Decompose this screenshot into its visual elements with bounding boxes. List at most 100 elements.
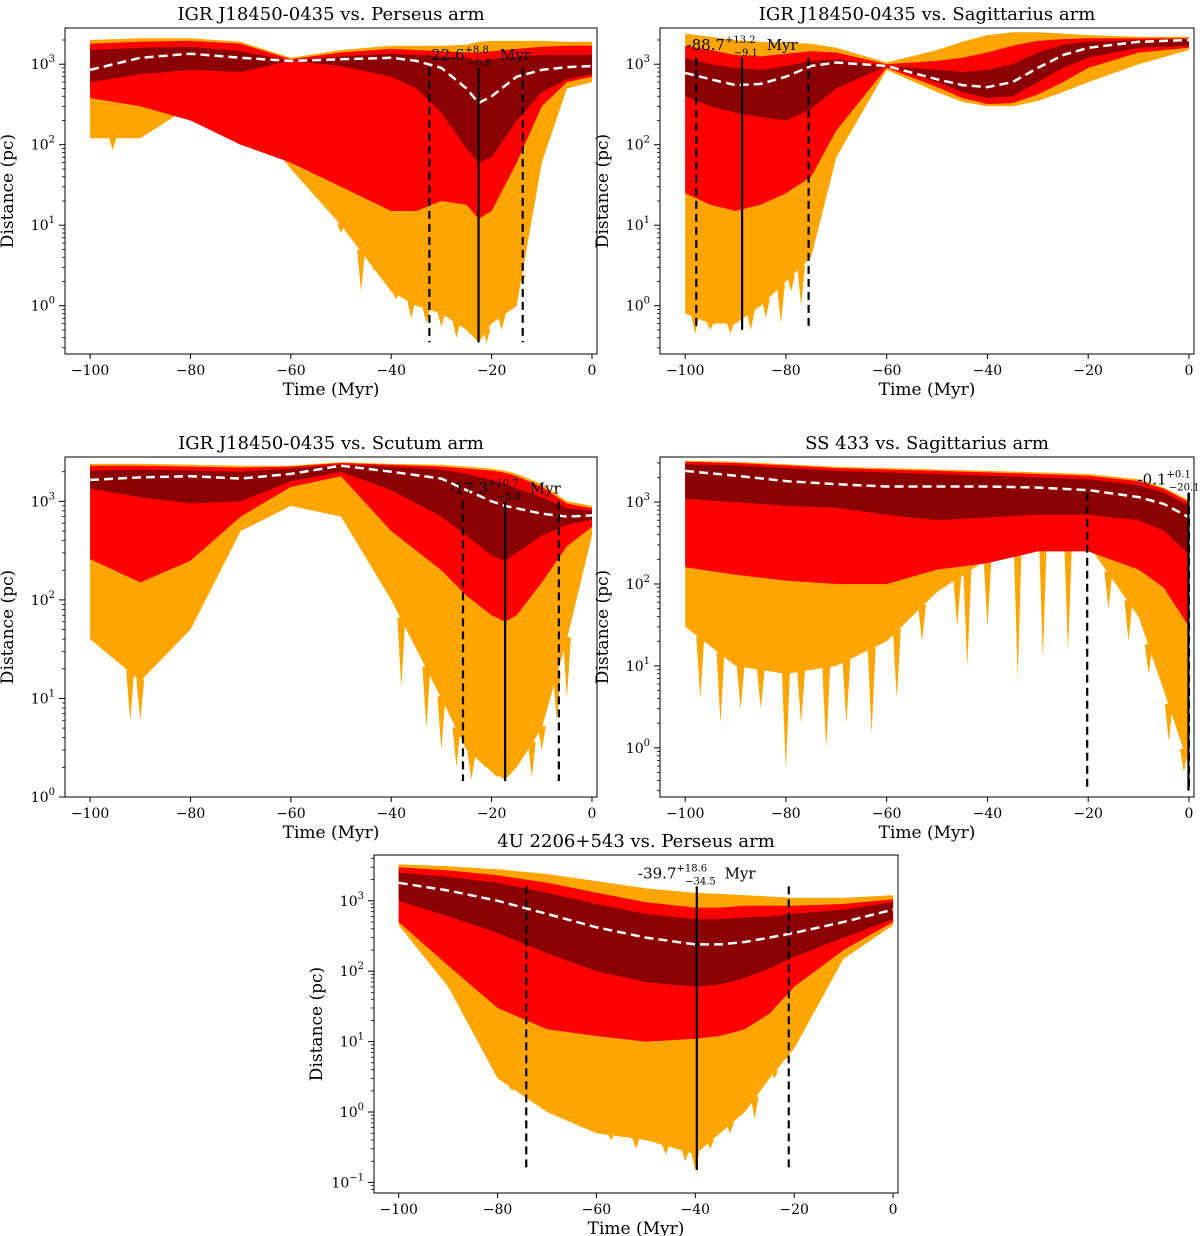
x-tick-label: −100 xyxy=(666,806,704,822)
band-spike xyxy=(452,321,461,338)
x-tick-label: −80 xyxy=(771,363,801,379)
band-spike xyxy=(706,1139,715,1149)
band-spike xyxy=(577,1124,586,1128)
closest-time-annotation: -17.3+10.7 −8.4 Myr xyxy=(450,478,562,502)
band-spike xyxy=(552,1112,561,1115)
plot-area xyxy=(89,38,593,343)
panel-igr-scutum: −100 −80 −60 −40 −20 0 100 101 102 103 IGR J18450-… xyxy=(0,433,598,843)
band-spike xyxy=(607,1133,616,1140)
band-spike xyxy=(691,1152,700,1170)
band-spike xyxy=(842,659,851,724)
x-tick-label: 0 xyxy=(1185,363,1194,379)
y-tick-label: 100 xyxy=(31,296,55,315)
x-tick-label: −100 xyxy=(71,363,109,379)
panel-igr-sagittarius: −100 −80 −60 −40 −20 0 100 101 102 103 IGR J18450-… xyxy=(593,4,1195,400)
y-tick-label: 102 xyxy=(31,135,55,154)
band-spike xyxy=(918,604,926,642)
band-spike xyxy=(126,670,135,721)
chart-title: 4U 2206+543 vs. Perseus arm xyxy=(497,831,775,852)
band-spike xyxy=(706,321,715,330)
band-spike xyxy=(507,307,516,310)
band-spike xyxy=(397,617,406,688)
band-spike xyxy=(797,669,806,724)
closest-time-annotation: -22.6+8.8 −9.8 Myr xyxy=(426,45,532,69)
median-line xyxy=(685,469,1190,519)
median-line xyxy=(684,38,1190,89)
band-spike xyxy=(422,666,431,729)
band-spike xyxy=(508,1086,517,1091)
y-tick-label: 102 xyxy=(626,135,650,154)
band-spike xyxy=(780,1048,789,1059)
band-spike xyxy=(562,637,571,699)
band-spike xyxy=(437,311,446,327)
band-spike xyxy=(716,321,725,324)
band-spike xyxy=(770,1070,779,1079)
y-tick-label: 100 xyxy=(626,738,650,757)
band-spike xyxy=(892,629,901,699)
median-line xyxy=(89,52,593,105)
y-tick-label: 103 xyxy=(31,54,55,73)
band-spike xyxy=(372,257,381,270)
chart-title: IGR J18450-0435 vs. Sagittarius arm xyxy=(759,4,1096,25)
band-spike xyxy=(1124,600,1133,642)
x-tick-label: −20 xyxy=(1073,363,1103,379)
band-spike xyxy=(357,249,366,292)
x-tick-label: −40 xyxy=(973,363,1003,379)
x-tick-label: −40 xyxy=(376,363,406,379)
plot-area xyxy=(685,460,1191,791)
x-tick-label: −20 xyxy=(779,1202,809,1218)
band-spike xyxy=(1144,644,1153,674)
band-spike xyxy=(725,1122,734,1134)
band-spike xyxy=(497,314,506,330)
x-tick-label: −60 xyxy=(276,806,306,822)
band-spike xyxy=(736,664,745,709)
x-tick-label: −40 xyxy=(376,806,406,822)
band-spike xyxy=(1064,538,1073,652)
y-tick-label: 10−1 xyxy=(331,1172,364,1191)
band-spike xyxy=(963,570,972,666)
band-spike xyxy=(953,576,962,627)
x-tick-label: −80 xyxy=(771,806,801,822)
band-spike xyxy=(527,741,536,777)
y-axis-label: Distance (pc) xyxy=(0,134,18,248)
band-spike xyxy=(696,636,705,699)
band-spike xyxy=(983,557,992,627)
band-spike xyxy=(1164,703,1173,742)
plot-frame xyxy=(64,456,598,798)
median-line xyxy=(398,881,894,946)
y-tick-label: 101 xyxy=(626,215,650,234)
band-spike xyxy=(392,292,401,300)
x-tick-label: 0 xyxy=(588,363,597,379)
y-tick-label: 103 xyxy=(340,891,364,910)
band-spike xyxy=(422,306,431,324)
chart-title: IGR J18450-0435 vs. Perseus arm xyxy=(177,4,484,25)
x-axis-label: Time (Myr) xyxy=(879,823,976,843)
x-tick-label: −40 xyxy=(681,1202,711,1218)
band-spike xyxy=(108,136,117,151)
y-tick-label: 102 xyxy=(31,590,55,609)
band-spike xyxy=(437,696,446,750)
plot-area xyxy=(684,32,1190,334)
x-tick-label: −60 xyxy=(872,806,902,822)
x-tick-label: −60 xyxy=(276,363,306,379)
band-spike xyxy=(337,223,345,233)
x-tick-label: 0 xyxy=(588,806,597,822)
closest-time-annotation: -39.7+18.6 −34.5 Myr xyxy=(638,863,756,887)
band-spike xyxy=(482,328,491,343)
band-spike xyxy=(756,667,765,709)
x-tick-label: −60 xyxy=(582,1202,612,1218)
x-tick-label: −40 xyxy=(973,806,1003,822)
closest-time-annotation: -0.1+0.1−20.1 Myr xyxy=(1138,470,1200,494)
y-axis-label: Distance (pc) xyxy=(307,967,327,1081)
y-tick-label: 100 xyxy=(31,787,55,806)
y-tick-label: 103 xyxy=(626,54,650,73)
band-median-range xyxy=(90,46,592,163)
x-tick-label: −80 xyxy=(483,1202,513,1218)
band-spike xyxy=(797,264,806,306)
plot-area xyxy=(398,864,894,1171)
band-spike xyxy=(716,652,725,724)
band-spike xyxy=(1038,533,1047,660)
y-axis-label: Distance (pc) xyxy=(0,570,18,684)
y-axis-label: Distance (pc) xyxy=(593,134,613,248)
